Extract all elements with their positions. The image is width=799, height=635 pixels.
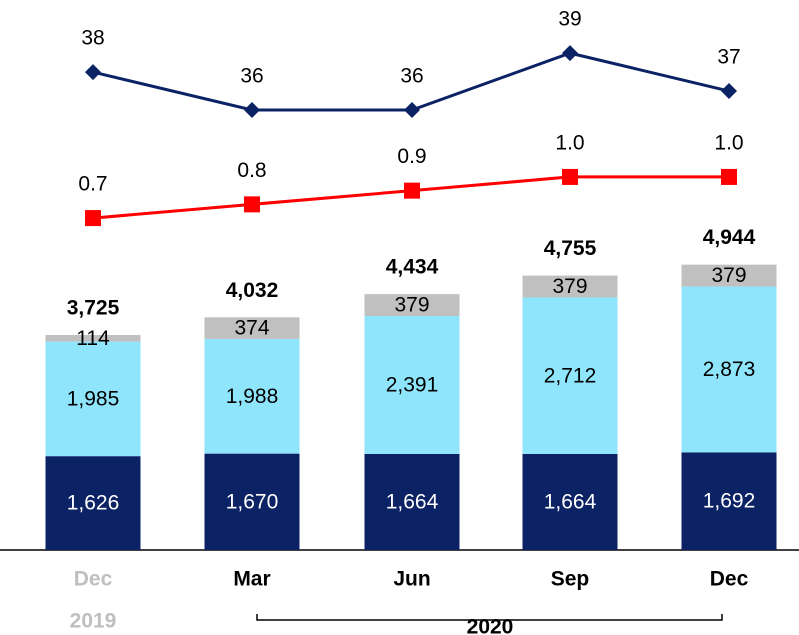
marker	[404, 182, 420, 199]
marker	[721, 83, 737, 100]
bar-segment	[681, 264, 777, 287]
marker	[721, 168, 737, 185]
bar-label: 374	[234, 317, 269, 340]
bar-segment	[364, 315, 460, 454]
bar-label: 1,664	[544, 491, 597, 514]
marker	[562, 45, 578, 62]
group-label: 2020	[467, 616, 514, 635]
marker	[244, 102, 260, 118]
line-label: 36	[400, 65, 423, 88]
marker	[404, 102, 420, 118]
bar-segment	[522, 297, 618, 454]
line-label: 0.7	[78, 173, 107, 196]
bar-label: 1,664	[386, 491, 439, 514]
line-label: 1.0	[714, 131, 743, 154]
bar-label: 1,988	[226, 385, 279, 408]
bar-segment	[204, 453, 300, 550]
bar-label: 379	[711, 264, 746, 287]
x-tick-label: Dec	[74, 568, 113, 591]
bar-segment	[522, 453, 618, 550]
line-label: 0.8	[237, 159, 266, 182]
total-label: 4,944	[703, 226, 756, 249]
bar-segment	[45, 456, 141, 550]
bar-segment	[364, 453, 460, 550]
line-label: 36	[240, 65, 263, 88]
marker	[562, 168, 578, 185]
bar-label: 2,873	[703, 358, 756, 381]
total-label: 4,434	[386, 256, 439, 279]
total-label: 4,755	[544, 237, 597, 260]
bar-label: 2,391	[386, 374, 439, 397]
marker	[85, 210, 101, 227]
x-tick-label: Dec	[710, 568, 749, 591]
bar-label: 114	[76, 327, 110, 350]
line-label: 37	[717, 46, 740, 69]
bar-segment	[45, 341, 141, 457]
line-label: 39	[558, 8, 581, 31]
group-bracket	[256, 614, 723, 621]
bar-segment	[204, 338, 300, 454]
bar-segment	[204, 317, 300, 339]
marker	[244, 196, 260, 213]
x-tick-label: Jun	[393, 568, 430, 591]
bar-label: 379	[394, 294, 429, 317]
x-tick-label: Sep	[551, 568, 590, 591]
bar-label: 1,670	[226, 490, 279, 513]
bar-label: 379	[552, 275, 587, 298]
x-tick-label: Mar	[233, 568, 270, 591]
bar-label: 1,985	[67, 387, 120, 410]
bar-segment	[522, 275, 618, 298]
bar-segment	[45, 335, 141, 342]
line-label: 0.9	[397, 145, 426, 168]
bar-segment	[681, 286, 777, 453]
group-label: 2019	[70, 610, 117, 633]
bar-label: 1,692	[703, 490, 756, 513]
bar-label: 2,712	[544, 364, 597, 387]
bar-segment	[364, 294, 460, 316]
total-label: 3,725	[67, 297, 120, 320]
bar-segment	[681, 452, 777, 550]
bar-label: 1,626	[67, 492, 120, 515]
line-label: 38	[81, 27, 104, 50]
line-label: 1.0	[555, 131, 584, 154]
total-label: 4,032	[226, 279, 279, 302]
marker	[85, 64, 101, 81]
